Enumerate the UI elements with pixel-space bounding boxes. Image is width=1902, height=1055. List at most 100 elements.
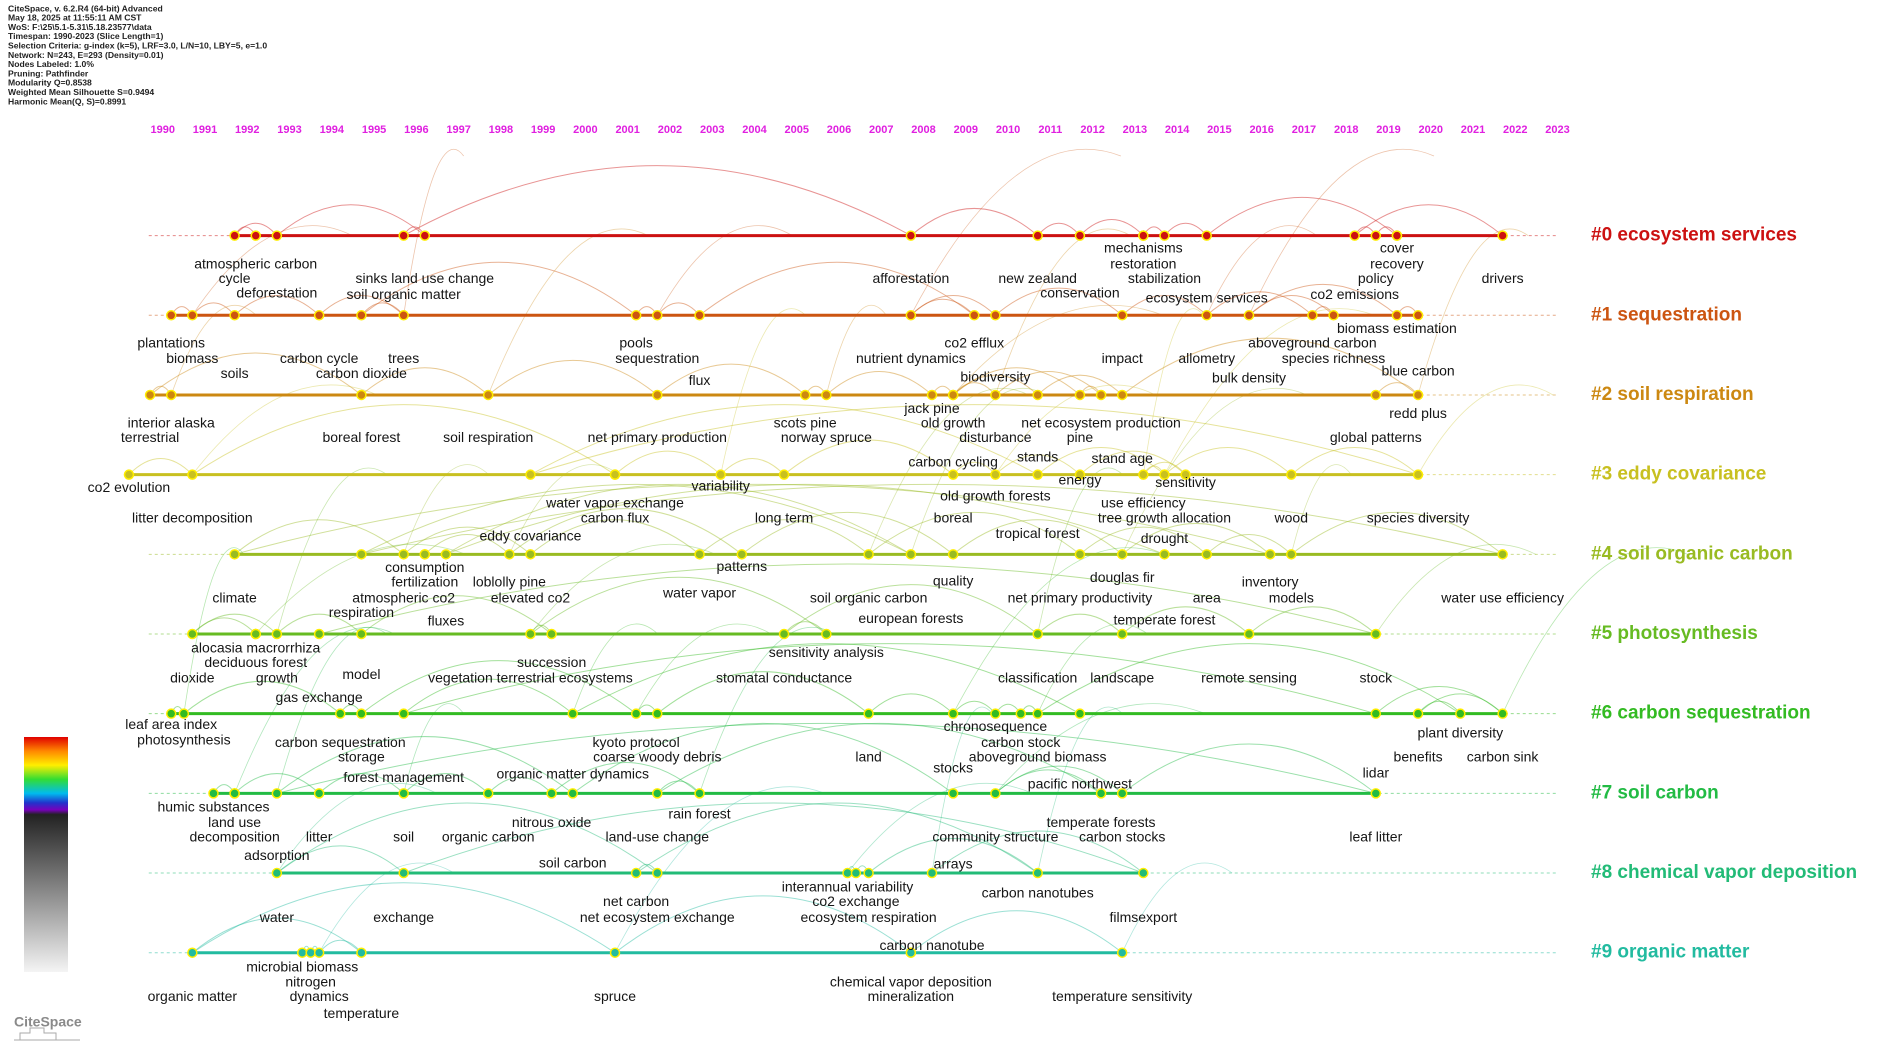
year-label: 2002 bbox=[658, 124, 682, 136]
node bbox=[1391, 230, 1403, 241]
node bbox=[1159, 469, 1170, 480]
link bbox=[1206, 534, 1292, 555]
link bbox=[826, 370, 933, 396]
node-label: quality bbox=[933, 572, 973, 588]
link bbox=[1206, 291, 1313, 316]
link bbox=[234, 295, 320, 316]
node bbox=[165, 310, 177, 321]
link bbox=[1417, 700, 1461, 714]
link bbox=[1290, 447, 1419, 476]
cluster-label: #1 sequestration bbox=[1591, 304, 1742, 325]
year-label: 2019 bbox=[1376, 124, 1400, 136]
node-label: stands bbox=[1017, 449, 1058, 465]
node bbox=[1074, 549, 1086, 560]
cluster-label: #0 ecosystem services bbox=[1591, 225, 1797, 246]
link bbox=[1206, 196, 1398, 237]
node-label: microbial biomass bbox=[246, 959, 358, 975]
link bbox=[403, 802, 1144, 874]
node-label: bulk density bbox=[1212, 370, 1286, 386]
year-label: 2010 bbox=[996, 124, 1020, 136]
node-label: climate bbox=[212, 589, 257, 605]
cluster-label: #3 eddy covariance bbox=[1591, 464, 1766, 485]
link bbox=[995, 370, 1102, 396]
link bbox=[530, 404, 1419, 476]
year-label: 1991 bbox=[193, 124, 217, 136]
node bbox=[187, 469, 198, 480]
link bbox=[995, 287, 1123, 316]
node-label: sequestration bbox=[615, 350, 699, 366]
node-label: fertilization bbox=[391, 574, 458, 590]
node bbox=[1116, 947, 1128, 958]
node bbox=[229, 310, 240, 321]
node-label: biomass bbox=[166, 350, 218, 366]
node bbox=[947, 549, 959, 560]
node-label: alocasia macrorrhiza bbox=[191, 639, 320, 655]
year-label: 2003 bbox=[700, 124, 724, 136]
link bbox=[276, 722, 1376, 794]
link bbox=[868, 693, 954, 715]
link bbox=[657, 722, 1102, 794]
year-label: 2013 bbox=[1123, 124, 1147, 136]
link bbox=[910, 148, 1122, 316]
node-label: kyoto protocol bbox=[593, 734, 680, 750]
node-label: carbon nanotubes bbox=[982, 885, 1094, 901]
node-label: benefits bbox=[1394, 749, 1443, 765]
node-label: co2 exchange bbox=[812, 893, 899, 909]
node bbox=[1455, 708, 1466, 719]
cluster-label: #6 carbon sequestration bbox=[1591, 703, 1811, 724]
node-label: jack pine bbox=[903, 400, 959, 416]
node bbox=[799, 389, 811, 401]
node bbox=[144, 389, 156, 401]
link bbox=[952, 382, 996, 396]
links bbox=[128, 148, 1688, 954]
link bbox=[952, 374, 1039, 396]
node bbox=[1264, 549, 1276, 560]
node bbox=[271, 230, 283, 241]
node-label: scots pine bbox=[774, 415, 837, 431]
node bbox=[1349, 230, 1360, 241]
link bbox=[699, 626, 835, 794]
node bbox=[525, 549, 536, 560]
node bbox=[947, 788, 959, 799]
link bbox=[445, 483, 912, 555]
node-label: exchange bbox=[373, 909, 434, 925]
node-label: recovery bbox=[1370, 255, 1424, 271]
node bbox=[187, 310, 198, 321]
node bbox=[630, 867, 642, 879]
node bbox=[1412, 708, 1424, 719]
node-label: redd plus bbox=[1389, 405, 1447, 421]
node bbox=[1032, 230, 1043, 241]
link bbox=[403, 526, 531, 555]
link bbox=[614, 895, 912, 954]
node-label: water use efficiency bbox=[1440, 589, 1564, 605]
node-label: carbon cycling bbox=[908, 453, 998, 469]
node bbox=[229, 788, 240, 799]
node-label: patterns bbox=[717, 558, 768, 574]
link bbox=[1375, 686, 1503, 715]
node-label: biomass estimation bbox=[1337, 320, 1457, 336]
link bbox=[191, 302, 235, 316]
link bbox=[1164, 447, 1292, 476]
link bbox=[910, 208, 1038, 237]
node-label: carbon stock bbox=[981, 734, 1061, 750]
node bbox=[165, 389, 177, 401]
link bbox=[530, 404, 1038, 476]
node bbox=[1286, 549, 1297, 560]
node-label: decomposition bbox=[189, 829, 279, 845]
node-label: land-use change bbox=[606, 829, 710, 845]
link bbox=[234, 773, 320, 794]
link bbox=[403, 165, 912, 237]
link bbox=[614, 450, 722, 476]
node bbox=[313, 628, 325, 640]
node bbox=[356, 708, 367, 719]
logo-mark bbox=[14, 1027, 80, 1041]
node-label: carbon dioxide bbox=[316, 365, 407, 381]
node bbox=[1138, 867, 1149, 879]
node-label: tropical forest bbox=[996, 525, 1080, 541]
link bbox=[1121, 295, 1208, 316]
link bbox=[192, 404, 616, 476]
node-label: loblolly pine bbox=[473, 574, 546, 590]
link bbox=[995, 228, 1131, 396]
link bbox=[1121, 862, 1233, 953]
